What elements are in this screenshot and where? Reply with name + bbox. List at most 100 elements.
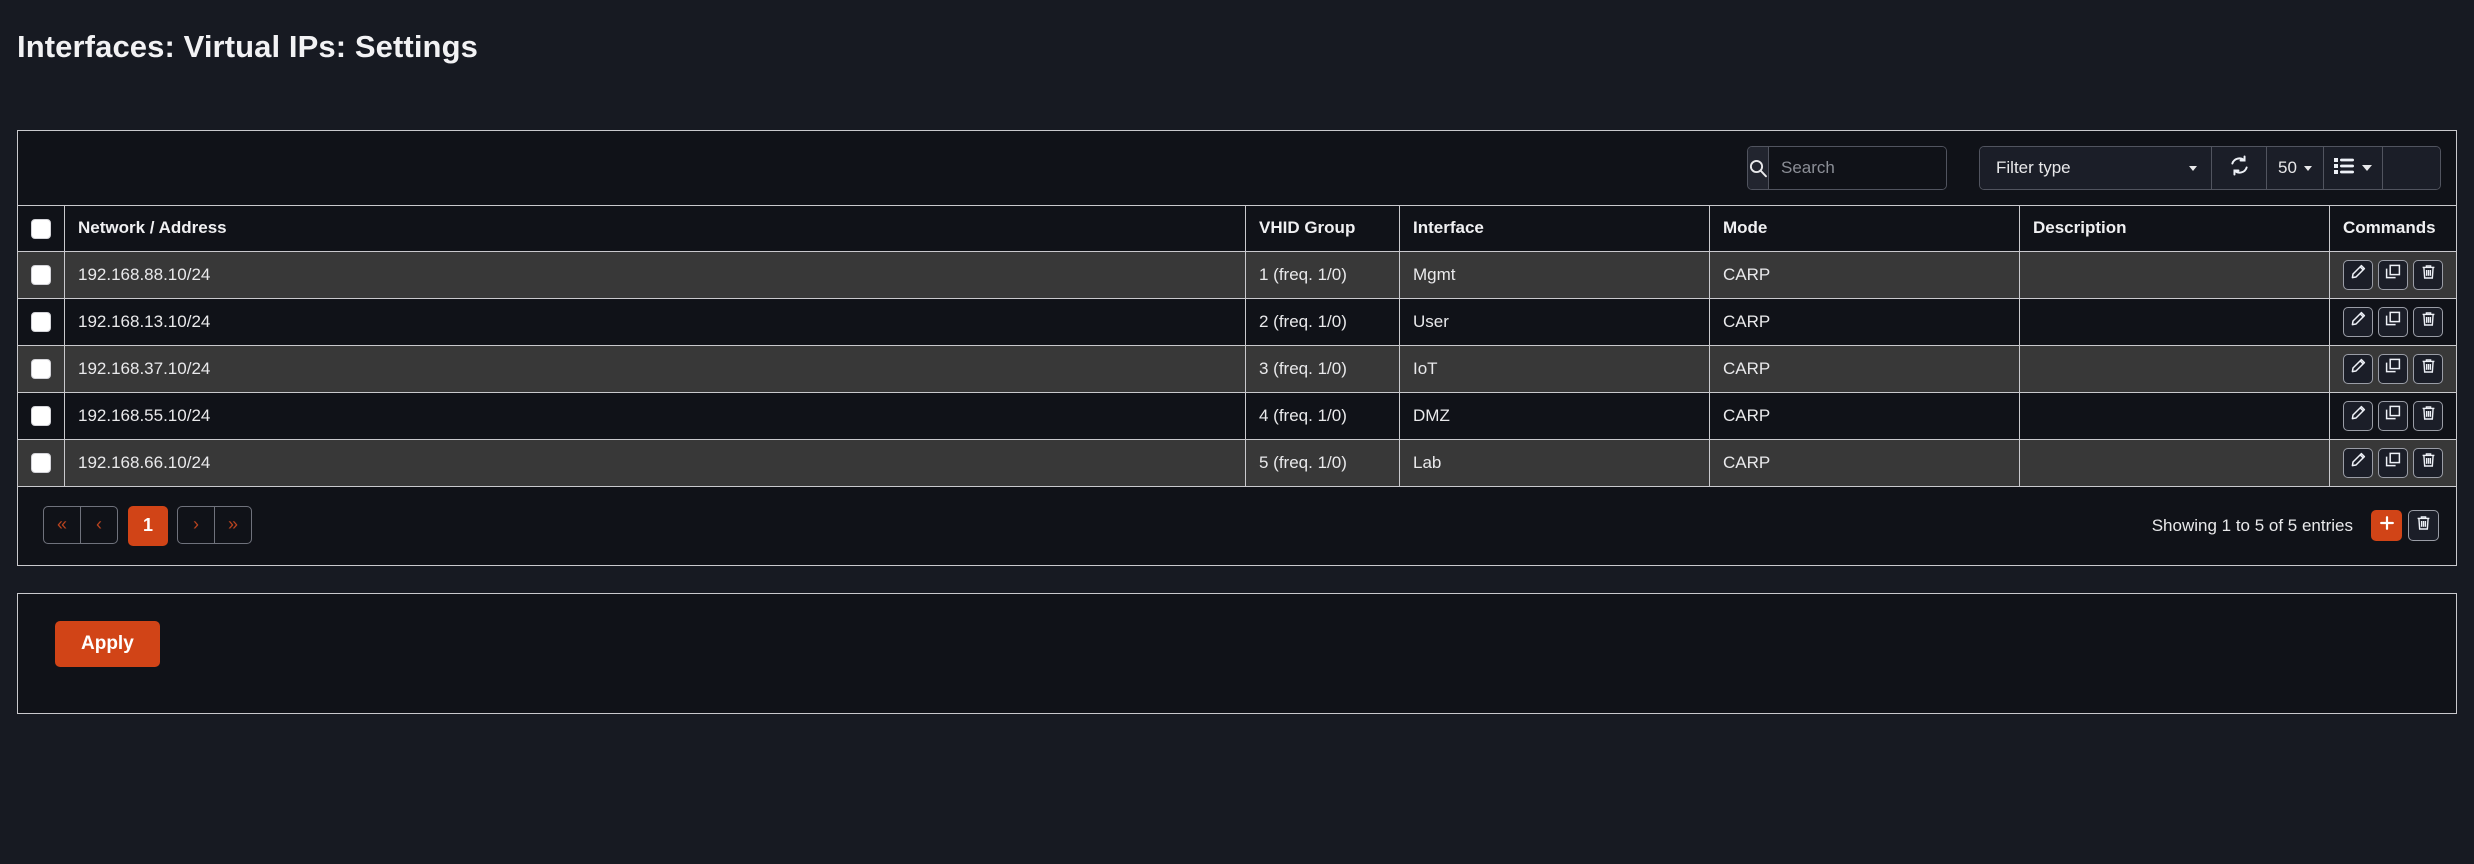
edit-button[interactable] bbox=[2343, 353, 2373, 384]
edit-icon bbox=[2350, 358, 2366, 379]
cell-commands bbox=[2329, 439, 2456, 487]
cell-description bbox=[2019, 251, 2330, 299]
row-checkbox[interactable] bbox=[31, 264, 51, 285]
chevron-down-icon bbox=[2189, 165, 2197, 171]
entries-count-label: Showing 1 to 5 of 5 entries bbox=[2151, 515, 2353, 535]
cell-vhid: 4 (freq. 1/0) bbox=[1245, 392, 1400, 440]
clone-icon bbox=[2385, 358, 2401, 379]
row-select-cell bbox=[18, 392, 65, 440]
search-icon[interactable] bbox=[1748, 147, 1769, 189]
table-row: 192.168.88.10/24 1 (freq. 1/0) Mgmt CARP bbox=[18, 251, 2456, 299]
row-checkbox[interactable] bbox=[31, 311, 51, 332]
footer-actions bbox=[2371, 510, 2439, 542]
table-toolbar: Filter type 50 bbox=[18, 131, 2456, 205]
clone-button[interactable] bbox=[2378, 306, 2408, 337]
virtual-ips-table: Network / Address VHID Group Interface M… bbox=[18, 205, 2456, 487]
table-head: Network / Address VHID Group Interface M… bbox=[18, 205, 2456, 252]
chevron-down-icon bbox=[2303, 165, 2312, 171]
clone-button[interactable] bbox=[2378, 353, 2408, 384]
row-select-cell bbox=[18, 439, 65, 487]
cell-mode: CARP bbox=[1709, 251, 2020, 299]
cell-description bbox=[2019, 298, 2330, 346]
delete-icon bbox=[2421, 452, 2436, 473]
delete-button[interactable] bbox=[2413, 353, 2443, 384]
delete-icon bbox=[2421, 264, 2436, 285]
cell-commands bbox=[2329, 345, 2456, 393]
cell-description bbox=[2019, 345, 2330, 393]
cell-vhid: 5 (freq. 1/0) bbox=[1245, 439, 1400, 487]
delete-icon bbox=[2421, 358, 2436, 379]
clone-button[interactable] bbox=[2378, 259, 2408, 290]
column-chooser-button[interactable] bbox=[2324, 147, 2383, 189]
cell-network: 192.168.37.10/24 bbox=[64, 345, 1246, 393]
edit-icon bbox=[2350, 452, 2366, 473]
select-all-header bbox=[18, 205, 65, 252]
column-header-mode[interactable]: Mode bbox=[1709, 205, 2020, 252]
pagination-page-1[interactable]: 1 bbox=[128, 505, 168, 546]
cell-commands bbox=[2329, 251, 2456, 299]
table-row: 192.168.13.10/24 2 (freq. 1/0) User CARP bbox=[18, 298, 2456, 346]
edit-icon bbox=[2350, 311, 2366, 332]
pagination: « ‹ 1 › » bbox=[43, 505, 252, 546]
plus-icon bbox=[2379, 515, 2395, 536]
column-header-commands: Commands bbox=[2329, 205, 2456, 252]
cell-mode: CARP bbox=[1709, 345, 2020, 393]
column-header-network[interactable]: Network / Address bbox=[64, 205, 1246, 252]
column-header-description[interactable]: Description bbox=[2019, 205, 2330, 252]
clone-button[interactable] bbox=[2378, 447, 2408, 478]
clone-button[interactable] bbox=[2378, 400, 2408, 431]
virtual-ips-panel: Filter type 50 bbox=[17, 130, 2457, 566]
cell-commands bbox=[2329, 298, 2456, 346]
cell-mode: CARP bbox=[1709, 298, 2020, 346]
delete-button[interactable] bbox=[2413, 306, 2443, 337]
select-all-checkbox[interactable] bbox=[31, 218, 51, 239]
table-body: 192.168.88.10/24 1 (freq. 1/0) Mgmt CARP 192… bbox=[18, 251, 2456, 487]
clone-icon bbox=[2385, 311, 2401, 332]
add-entry-button[interactable] bbox=[2371, 510, 2402, 542]
delete-selected-button[interactable] bbox=[2408, 510, 2439, 542]
cell-vhid: 3 (freq. 1/0) bbox=[1245, 345, 1400, 393]
table-row: 192.168.37.10/24 3 (freq. 1/0) IoT CARP bbox=[18, 345, 2456, 393]
pagination-prev[interactable]: ‹ bbox=[80, 505, 118, 544]
toolbar-button-group: Filter type 50 bbox=[1979, 146, 2441, 190]
column-header-interface[interactable]: Interface bbox=[1399, 205, 1710, 252]
row-checkbox[interactable] bbox=[31, 452, 51, 473]
edit-button[interactable] bbox=[2343, 259, 2373, 290]
clone-icon bbox=[2385, 452, 2401, 473]
pagination-next[interactable]: › bbox=[177, 505, 215, 544]
delete-icon bbox=[2421, 311, 2436, 332]
column-header-vhid[interactable]: VHID Group bbox=[1245, 205, 1400, 252]
pagination-first[interactable]: « bbox=[43, 505, 81, 544]
pagination-last[interactable]: » bbox=[214, 505, 252, 544]
row-checkbox[interactable] bbox=[31, 358, 51, 379]
delete-icon bbox=[2421, 405, 2436, 426]
edit-button[interactable] bbox=[2343, 306, 2373, 337]
cell-network: 192.168.55.10/24 bbox=[64, 392, 1246, 440]
row-checkbox[interactable] bbox=[31, 405, 51, 426]
apply-panel: Apply bbox=[17, 592, 2457, 714]
delete-button[interactable] bbox=[2413, 400, 2443, 431]
clone-icon bbox=[2385, 405, 2401, 426]
delete-button[interactable] bbox=[2413, 447, 2443, 478]
table-row: 192.168.55.10/24 4 (freq. 1/0) DMZ CARP bbox=[18, 392, 2456, 440]
search-group[interactable] bbox=[1747, 146, 1947, 190]
cell-description bbox=[2019, 392, 2330, 440]
cell-mode: CARP bbox=[1709, 439, 2020, 487]
refresh-button[interactable] bbox=[2212, 147, 2267, 189]
cell-mode: CARP bbox=[1709, 392, 2020, 440]
page-size-select[interactable]: 50 bbox=[2267, 147, 2324, 189]
cell-vhid: 1 (freq. 1/0) bbox=[1245, 251, 1400, 299]
edit-button[interactable] bbox=[2343, 400, 2373, 431]
filter-type-label: Filter type bbox=[1996, 158, 2071, 177]
row-select-cell bbox=[18, 251, 65, 299]
delete-button[interactable] bbox=[2413, 259, 2443, 290]
apply-button[interactable]: Apply bbox=[55, 620, 160, 667]
table-header-row: Network / Address VHID Group Interface M… bbox=[18, 205, 2456, 252]
search-input[interactable] bbox=[1769, 147, 1946, 189]
clone-icon bbox=[2385, 264, 2401, 285]
filter-type-select[interactable]: Filter type bbox=[1980, 147, 2212, 189]
toolbar-extra-slot[interactable] bbox=[2383, 147, 2440, 189]
edit-button[interactable] bbox=[2343, 447, 2373, 478]
cell-interface: Mgmt bbox=[1399, 251, 1710, 299]
row-select-cell bbox=[18, 298, 65, 346]
